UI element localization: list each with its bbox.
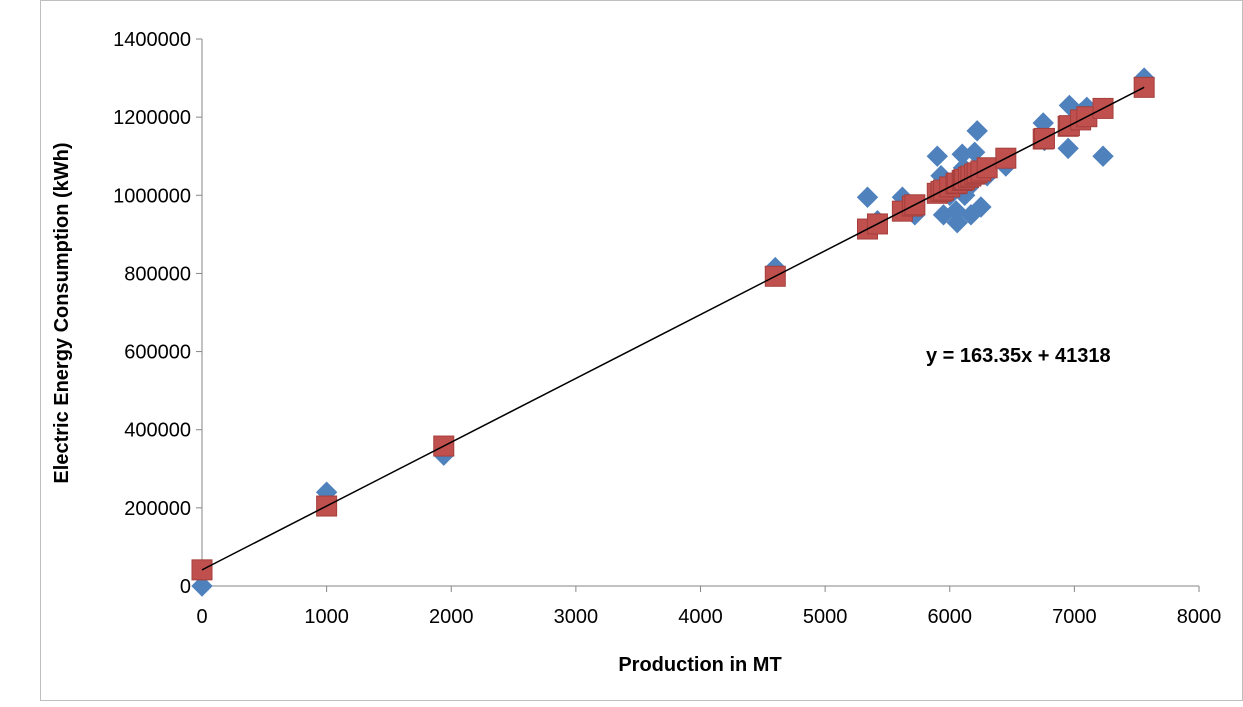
x-tick-label: 0: [196, 606, 207, 628]
trendline-layer: [201, 86, 1145, 571]
x-tick-label: 3000: [554, 606, 599, 628]
y-axis-title: Electric Energy Consumption (kWh): [51, 142, 73, 483]
data-point-diamond: [946, 211, 968, 234]
y-tick-label: 400000: [124, 420, 191, 442]
y-tick-label: 1400000: [113, 29, 191, 51]
data-point-diamond: [966, 120, 988, 142]
data-point-diamond: [1092, 145, 1114, 167]
data-point-diamond: [856, 186, 879, 208]
data-point-diamond: [970, 196, 992, 218]
trendline: [201, 86, 1145, 571]
data-point-diamond: [1057, 137, 1079, 160]
x-tick-label: 2000: [429, 606, 474, 628]
axes: 0 200000 400000 600000 800000 1000000 1200000 1…: [113, 29, 1221, 628]
x-tick-label: 5000: [803, 606, 848, 628]
data-point-square: [1133, 76, 1155, 98]
x-tick-label: 7000: [1052, 606, 1097, 628]
data-point-diamond: [926, 145, 948, 167]
x-tick-label: 1000: [304, 606, 349, 628]
y-tick-label: 1000000: [113, 185, 191, 207]
data-point-diamond: [191, 575, 213, 597]
x-tick-label: 8000: [1177, 606, 1222, 628]
y-tick-label: 600000: [124, 342, 191, 364]
x-axis-title: Production in MT: [618, 654, 781, 676]
y-tick-label: 200000: [124, 498, 191, 520]
y-tick-label: 800000: [124, 263, 191, 285]
x-tick-label: 6000: [928, 606, 973, 628]
trendline-equation: y = 163.35x + 41318: [926, 345, 1111, 367]
predicted-series: [191, 76, 1155, 581]
y-tick-label: 0: [180, 576, 191, 598]
x-tick-label: 4000: [678, 606, 723, 628]
y-tick-label: 1200000: [113, 107, 191, 129]
